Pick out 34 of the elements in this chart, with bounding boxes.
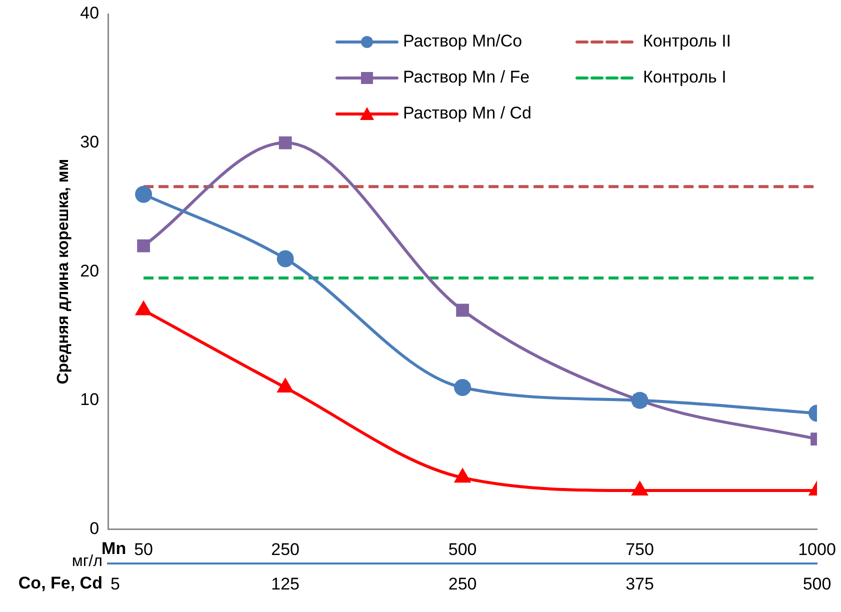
legend-label: Раствор Mn / Cd [403,104,532,123]
point [276,250,294,268]
x2-tick-label: 125 [271,574,300,594]
x2-tick-label: 500 [802,574,832,594]
y-axis-title: Средняя длина корешка, мм [55,158,72,384]
point [278,379,293,393]
y-tick-label: 40 [80,4,100,23]
x2-tick-label: 375 [626,574,654,594]
x-axis-title: Mn [102,538,126,558]
y-tick-label: 30 [80,132,100,152]
text: мг/л [72,553,102,570]
point [137,239,150,252]
x-tick-label: 50 [134,540,154,560]
legend-label: Контроль I [643,68,726,87]
x-tick-label: 500 [448,540,477,560]
y-tick-label: 10 [80,390,100,410]
point [454,469,470,483]
point [454,379,472,396]
point [456,304,470,317]
point [278,136,292,150]
y-tick-label: 20 [80,261,100,280]
x-tick-label: 250 [271,540,300,560]
x-tick-label: 750 [626,540,654,560]
legend-label: Раствор Mn / Fe [403,68,530,87]
point [135,186,152,203]
x-tick-label: 1000 [798,540,836,560]
legend-label: Контроль II [643,32,732,51]
x2-tick-label: 5 [110,574,120,594]
point [136,302,152,316]
point [632,482,648,496]
y-tick-label: 0 [90,518,100,538]
x2-tick-label: 250 [448,574,477,594]
legend-label: Раствор Mn/Co [403,32,522,51]
x2-axis-title: Co, Fe, Cd [18,573,102,592]
